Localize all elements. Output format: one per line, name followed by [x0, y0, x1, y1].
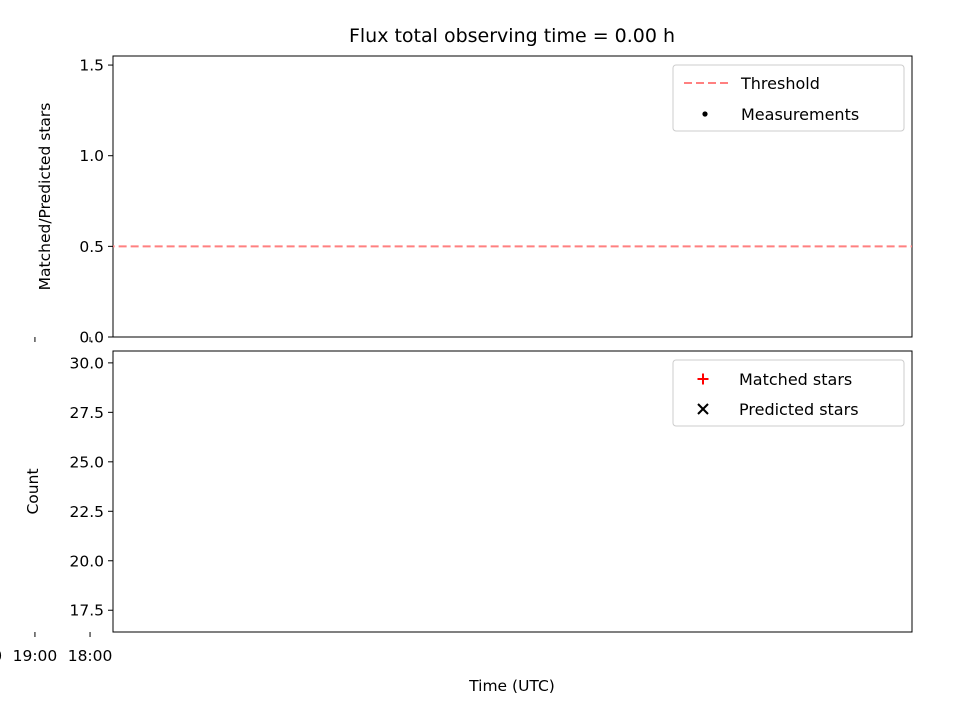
- matched-star-point: [16, 535, 27, 546]
- matched-star-point: [0, 535, 8, 546]
- legend-measurement-label: Measurements: [741, 105, 859, 124]
- predicted-star-point: [25, 556, 35, 566]
- measurement-point: [19, 334, 24, 339]
- predicted-star-point: [40, 576, 50, 586]
- y-tick-label: 25.0: [69, 453, 104, 471]
- y-tick-label: 0.0: [79, 329, 104, 347]
- measurement-point: [1, 334, 6, 339]
- y-tick-label: 30.0: [69, 354, 104, 372]
- matched-star-point: [45, 496, 56, 507]
- matched-star-point: [11, 535, 22, 546]
- legend: Threshold Measurements: [672, 64, 905, 132]
- legend-box: [672, 64, 905, 132]
- y-tick-label: 1.0: [79, 147, 104, 165]
- plot-area: [0, 357, 103, 625]
- matched-star-point: [56, 456, 67, 467]
- legend-threshold-label: Threshold: [740, 74, 820, 93]
- chart-title: Flux total observing time = 0.00 h: [349, 25, 675, 47]
- measurement-point: [28, 144, 33, 149]
- matched-star-point: [0, 535, 4, 546]
- legend-box: [672, 359, 905, 427]
- measurement-point: [53, 184, 58, 189]
- predicted-star-point: [8, 595, 18, 605]
- y-tick-label: 20.0: [69, 552, 104, 570]
- y-tick-label: 1.5: [79, 57, 104, 75]
- legend-measurement-swatch: [702, 111, 708, 117]
- y-tick-label: 27.5: [69, 404, 104, 422]
- x-tick-label: 18:00: [68, 647, 113, 665]
- predicted-star-point: [12, 516, 22, 526]
- legend-predicted-label: Predicted stars: [739, 400, 859, 419]
- measurement-point: [0, 334, 3, 339]
- axes-frame: [112, 350, 913, 633]
- y-axis-label: Matched/Predicted stars: [36, 103, 54, 291]
- measurement-point: [23, 334, 28, 339]
- y-tick-label: 22.5: [69, 503, 104, 521]
- matched-star-point: [45, 555, 56, 566]
- predicted-star-point: [51, 477, 61, 487]
- x-axis-label: Time (UTC): [468, 677, 555, 695]
- legend-predicted-swatch: [697, 403, 709, 415]
- measurement-point: [70, 184, 75, 189]
- axes-frame: [112, 55, 913, 338]
- matched-star-point: [40, 555, 51, 566]
- predicted-star-point: [46, 556, 56, 566]
- y-tick-label: 17.5: [69, 602, 104, 620]
- legend: Matched stars Predicted stars: [672, 359, 905, 427]
- measurement-point: [33, 334, 38, 339]
- predicted-star-point: [57, 615, 67, 625]
- matched-star-point: [6, 535, 17, 546]
- measurement-point: [10, 124, 15, 129]
- measurement-point: [15, 160, 20, 165]
- matched-star-point: [25, 535, 36, 546]
- legend-matched-label: Matched stars: [739, 370, 852, 389]
- matched-star-point: [51, 555, 62, 566]
- count-panel: 17.520.022.525.027.530.018:0019:0020:002…: [0, 350, 913, 665]
- y-axis-label: Count: [24, 468, 42, 514]
- matched-star-point: [20, 535, 31, 546]
- matched-star-point: [2, 535, 13, 546]
- measurement-point: [64, 153, 69, 158]
- y-tick-label: 0.5: [79, 238, 104, 256]
- measurement-point: [59, 68, 64, 73]
- measurement-point: [30, 334, 35, 339]
- x-tick-label: 19:00: [13, 647, 58, 665]
- measurement-point: [6, 334, 11, 339]
- ratio-panel: 0.0 0.5 1.0 1.5 Matched/Predicted stars Thres…: [0, 55, 913, 347]
- plot-area: [0, 68, 912, 339]
- x-tick-label: 20:00: [0, 647, 2, 665]
